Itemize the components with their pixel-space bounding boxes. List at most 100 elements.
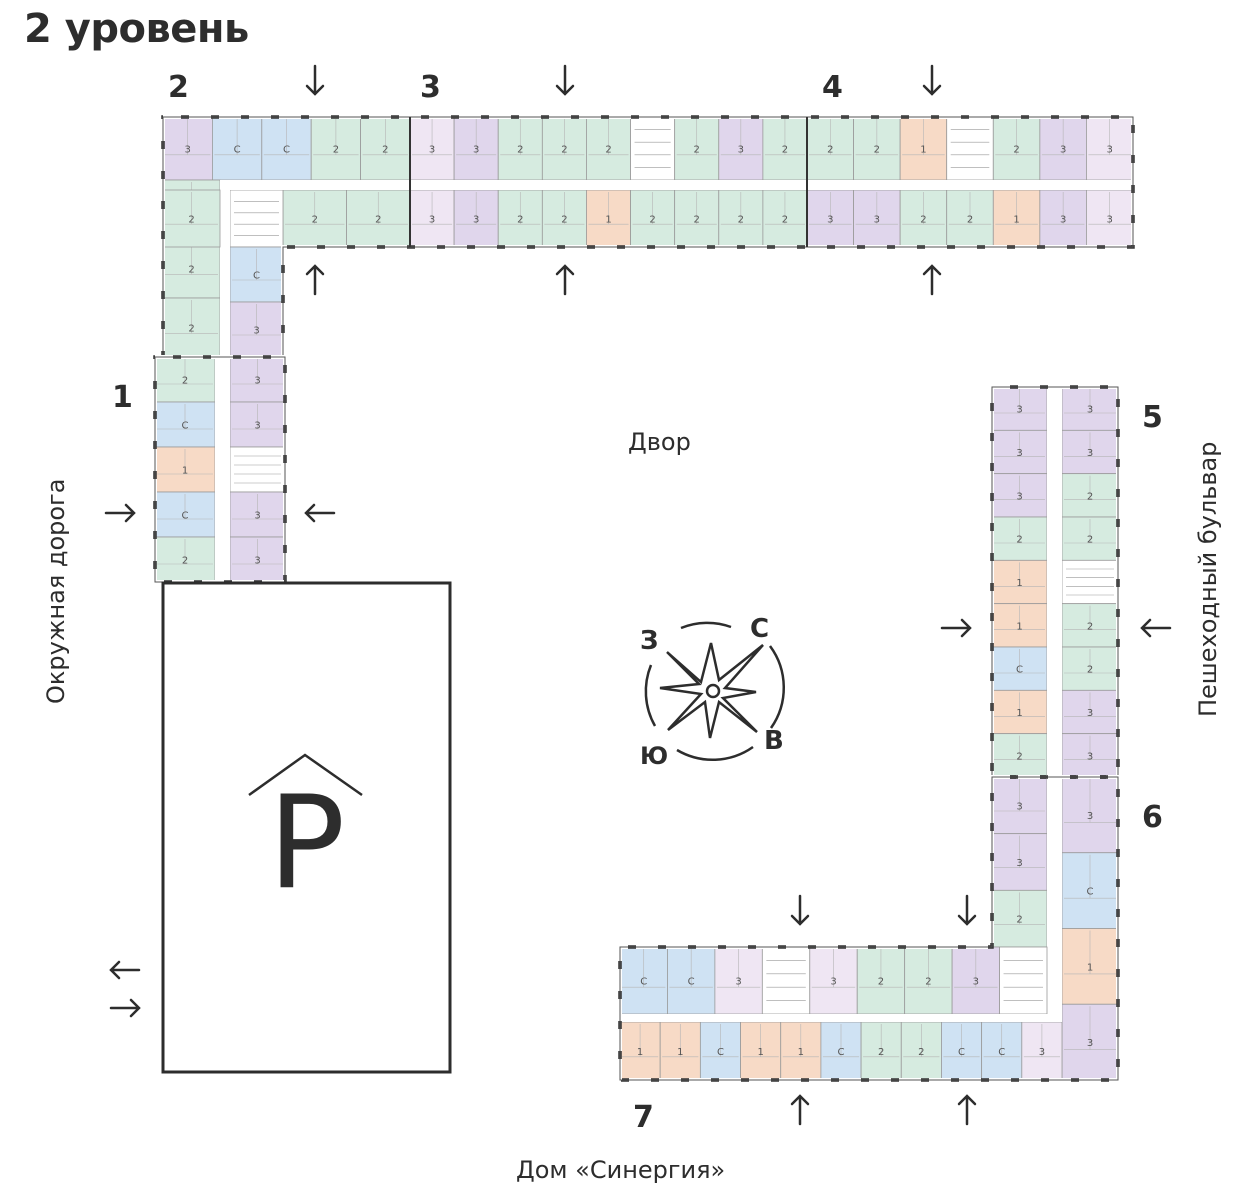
- road-label: Окружная дорога: [42, 478, 70, 704]
- apartment-type-label: 3: [254, 421, 260, 432]
- apartment-type-label: 3: [1087, 811, 1093, 822]
- corridor: [1047, 387, 1062, 777]
- apartment-type-label: 1: [1013, 215, 1019, 226]
- apartment-type-label: 2: [188, 265, 194, 276]
- house-label: Дом «Синергия»: [516, 1156, 726, 1184]
- corridor: [163, 180, 1133, 190]
- apartment-type-label: 2: [738, 215, 744, 226]
- apartment-type-label: 3: [830, 977, 836, 988]
- apartment-type-label: 2: [517, 145, 523, 156]
- apartment-type-label: 2: [967, 215, 973, 226]
- apartment-type-label: 2: [605, 145, 611, 156]
- arrow-left-icon: [1140, 618, 1172, 638]
- stair-core: [999, 946, 1048, 1015]
- section-label-3: 3: [420, 70, 441, 105]
- section-label-6: 6: [1142, 800, 1163, 835]
- compass-west: З: [640, 626, 659, 656]
- apartment-type-label: 2: [182, 556, 188, 567]
- apartment-type-label: 1: [920, 145, 926, 156]
- arrow-right-icon: [104, 503, 136, 523]
- apartment-type-label: 1: [1016, 708, 1022, 719]
- arrow-up-icon: [305, 264, 325, 296]
- apartment-type-label: С: [958, 1047, 965, 1058]
- apartment-type-label: 3: [254, 376, 260, 387]
- apartment-type-label: 3: [1087, 1038, 1093, 1049]
- apartment-type-label: 3: [254, 511, 260, 522]
- section-label-2: 2: [168, 70, 189, 105]
- apartment-type-label: 1: [182, 466, 188, 477]
- parking-roof-icon: [248, 753, 363, 797]
- arrow-up-icon: [555, 264, 575, 296]
- entrance-arrows: [104, 64, 1172, 1126]
- apartment-type-label: 3: [253, 326, 259, 337]
- apartment-type-label: 3: [735, 977, 741, 988]
- stair-core: [946, 116, 994, 181]
- apartment-type-label: 1: [677, 1047, 683, 1058]
- apartment-type-label: 2: [1016, 915, 1022, 926]
- apartment-type-label: 3: [473, 215, 479, 226]
- apartment-type-label: 3: [1039, 1047, 1045, 1058]
- boulevard-label: Пешеходный бульвар: [1194, 441, 1222, 717]
- section-label-4: 4: [822, 70, 843, 105]
- arrow-right-icon: [940, 618, 972, 638]
- apartment-type-label: С: [283, 145, 290, 156]
- arrow-down-icon: [790, 894, 810, 926]
- apartment-type-label: 3: [429, 145, 435, 156]
- arrow-down-icon: [305, 64, 325, 96]
- apartment-type-label: С: [1016, 665, 1023, 676]
- apartment-type-label: 2: [1016, 535, 1022, 546]
- apartment-type-label: 3: [738, 145, 744, 156]
- apartment-type-label: 2: [1016, 751, 1022, 762]
- arrow-up-icon: [790, 1094, 810, 1126]
- arrow-left-icon: [109, 960, 141, 980]
- corridor: [215, 357, 230, 582]
- apartment-type-label: 3: [1087, 448, 1093, 459]
- arrow-right-icon: [109, 998, 141, 1018]
- stair-core: [1061, 559, 1119, 605]
- apartment-type-label: 2: [827, 145, 833, 156]
- apartment-type-label: 2: [1087, 621, 1093, 632]
- apartment-type-label: 2: [694, 145, 700, 156]
- apartment-type-label: 2: [782, 215, 788, 226]
- apartment-type-label: 3: [429, 215, 435, 226]
- apartment-type-label: С: [182, 421, 189, 432]
- apartment-type-label: 2: [918, 1047, 924, 1058]
- section-label-7: 7: [633, 1100, 654, 1135]
- apartment-type-label: 3: [1107, 215, 1113, 226]
- apartment-type-label: 2: [649, 215, 655, 226]
- arrow-up-icon: [922, 264, 942, 296]
- apartment-type-label: 2: [188, 324, 194, 335]
- arrow-down-icon: [922, 64, 942, 96]
- stair-core: [761, 946, 811, 1015]
- apartment-type-label: 3: [1016, 858, 1022, 869]
- apartment-type-label: С: [1087, 887, 1094, 898]
- apartment-type-label: С: [998, 1047, 1005, 1058]
- apartment-type-label: 1: [798, 1047, 804, 1058]
- section-label-1: 1: [112, 380, 133, 415]
- apartment-type-label: 2: [920, 215, 926, 226]
- apartment-type-label: 2: [782, 145, 788, 156]
- compass-south: Ю: [640, 742, 669, 770]
- parking-label: P: [268, 769, 346, 918]
- apartment-cells: 3 С С 2 2 3 3 2 2 2 2 3 2 2 2 1 2 3 3 2 2 3 3 2 2 1 2 2 2 2 3 3 2 2 1 3 3 2 2 2…: [154, 116, 1134, 1081]
- apartment-type-label: 2: [1087, 665, 1093, 676]
- apartment-type-label: 1: [605, 215, 611, 226]
- compass-east: В: [764, 726, 784, 756]
- apartment-type-label: 3: [874, 215, 880, 226]
- apartment-type-label: 3: [1087, 751, 1093, 762]
- arrow-down-icon: [957, 894, 977, 926]
- apartment-type-label: 3: [1087, 405, 1093, 416]
- apartment-type-label: 3: [185, 145, 191, 156]
- apartment-type-label: 3: [1087, 708, 1093, 719]
- apartment-type-label: 2: [561, 145, 567, 156]
- apartment-type-label: 1: [1016, 621, 1022, 632]
- apartment-type-label: 1: [1016, 578, 1022, 589]
- apartment-type-label: 2: [517, 215, 523, 226]
- stair-core: [229, 189, 284, 248]
- stair-core: [630, 116, 676, 181]
- apartment-type-label: 2: [694, 215, 700, 226]
- parking-building: [161, 581, 452, 1074]
- apartment-type-label: 3: [1107, 145, 1113, 156]
- apartment-type-label: 1: [637, 1047, 643, 1058]
- apartment-type-label: 2: [182, 376, 188, 387]
